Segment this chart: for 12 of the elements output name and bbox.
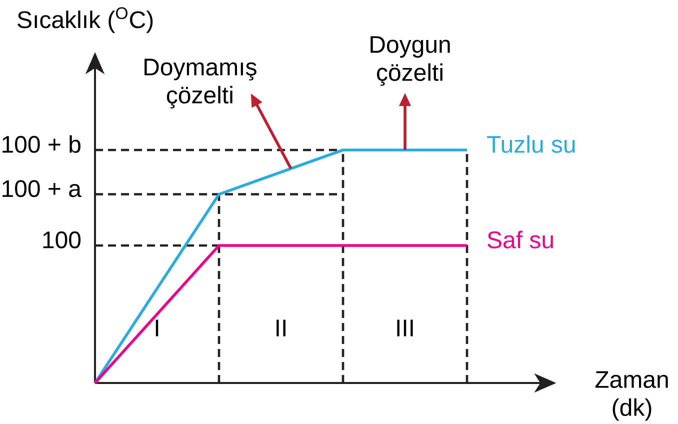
text: Doymamış çözelti [144,58,256,108]
annotation: III [397,320,413,336]
annotation: II [276,320,286,336]
annotation: I [156,320,158,336]
y-axis-title: Sıcaklık ($^{O}$C) [18,7,153,33]
text: 100 + b [2,135,80,153]
series-label: Tuzlu su [487,135,575,153]
series-label: Saf su [488,230,553,248]
text: 100 + a [2,180,82,198]
text: 100 [43,231,81,248]
annotation: Doygun çözelti [370,36,450,86]
x-axis-title: Zaman (dk) [595,371,668,421]
